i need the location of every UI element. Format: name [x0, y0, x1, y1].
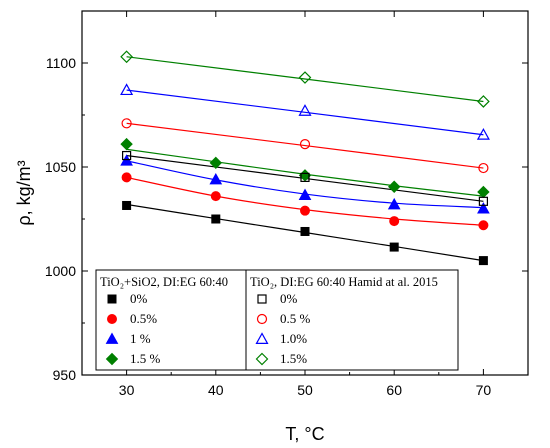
fit-line [126, 160, 484, 209]
marker-circle [256, 313, 268, 325]
marker-circle [121, 118, 132, 129]
y-tick-label: 950 [53, 367, 77, 383]
x-axis-label: T, °C [285, 424, 324, 444]
marker-square [211, 214, 221, 224]
marker-circle [121, 172, 132, 183]
marker-square [300, 226, 310, 236]
marker-triangle [387, 197, 401, 210]
marker-square [107, 294, 117, 304]
marker-diamond [298, 71, 312, 84]
y-tick-label: 1050 [45, 159, 76, 175]
marker-diamond [120, 50, 133, 64]
marker-circle [478, 220, 489, 231]
legend-left: TiO₂+SiO2, DI:EG 60:40 0% 0.5% 1 % 1.5 % [95, 269, 247, 371]
fit-line [126, 56, 484, 103]
marker-diamond [105, 352, 119, 366]
legend-label: 0.5% [130, 311, 157, 326]
marker-circle [299, 139, 311, 150]
legend-label: 1 % [130, 331, 151, 346]
data-markers [120, 50, 490, 266]
fit-line [126, 176, 484, 226]
marker-diamond [120, 137, 133, 151]
y-tick-label: 1100 [46, 55, 76, 71]
fit-line [126, 122, 484, 169]
legend-label: 1.0% [280, 331, 307, 346]
legends: TiO₂+SiO2, DI:EG 60:400%0.5%1 %1.5 %TiO₂… [95, 269, 459, 371]
marker-square [300, 172, 310, 182]
marker-triangle [120, 154, 133, 166]
x-tick-label: 70 [476, 382, 492, 398]
marker-square [478, 256, 488, 266]
marker-diamond [387, 180, 401, 193]
marker-square [389, 242, 399, 252]
axes: 30 40 50 60 70 950 1000 1050 1100 [45, 10, 528, 398]
marker-square [478, 196, 488, 206]
marker-diamond [209, 156, 223, 170]
x-tick-label: 40 [208, 382, 224, 398]
legend-frame [245, 269, 459, 371]
legend-label: 1.5% [280, 351, 307, 366]
y-tick-label: 1000 [45, 263, 76, 279]
marker-square [121, 150, 132, 161]
x-tick-label: 60 [386, 382, 402, 398]
legend-title: TiO₂, DI:EG 60:40 Hamid at al. 2015 [250, 275, 438, 289]
marker-diamond [477, 95, 490, 108]
legend-label: 0% [280, 291, 298, 306]
marker-diamond [255, 352, 269, 366]
legend-frame [95, 269, 247, 371]
marker-circle [300, 205, 310, 216]
marker-triangle [255, 332, 269, 344]
y-axis-label: ρ, kg/m³ [14, 160, 34, 225]
marker-square [122, 200, 132, 210]
legend-right: TiO₂, DI:EG 60:40 Hamid at al. 2015 0% 0.5… [245, 269, 459, 371]
legend-title: TiO₂+SiO2, DI:EG 60:40 [100, 275, 228, 289]
marker-triangle [120, 83, 134, 96]
marker-circle [107, 314, 117, 324]
fit-line [126, 89, 484, 136]
x-tick-label: 50 [297, 382, 313, 398]
marker-triangle [298, 104, 312, 116]
legend-label: 1.5 % [130, 351, 161, 366]
marker-triangle [209, 172, 223, 185]
marker-circle [210, 191, 221, 202]
marker-circle [389, 216, 400, 227]
legend-label: 0.5 % [280, 311, 311, 326]
marker-triangle [476, 128, 490, 140]
marker-triangle [105, 332, 119, 344]
marker-triangle [298, 188, 312, 200]
x-tick-label: 30 [119, 382, 135, 398]
marker-circle [478, 162, 489, 174]
marker-triangle [477, 202, 490, 214]
marker-square [257, 294, 267, 304]
legend-label: 0% [130, 291, 148, 306]
